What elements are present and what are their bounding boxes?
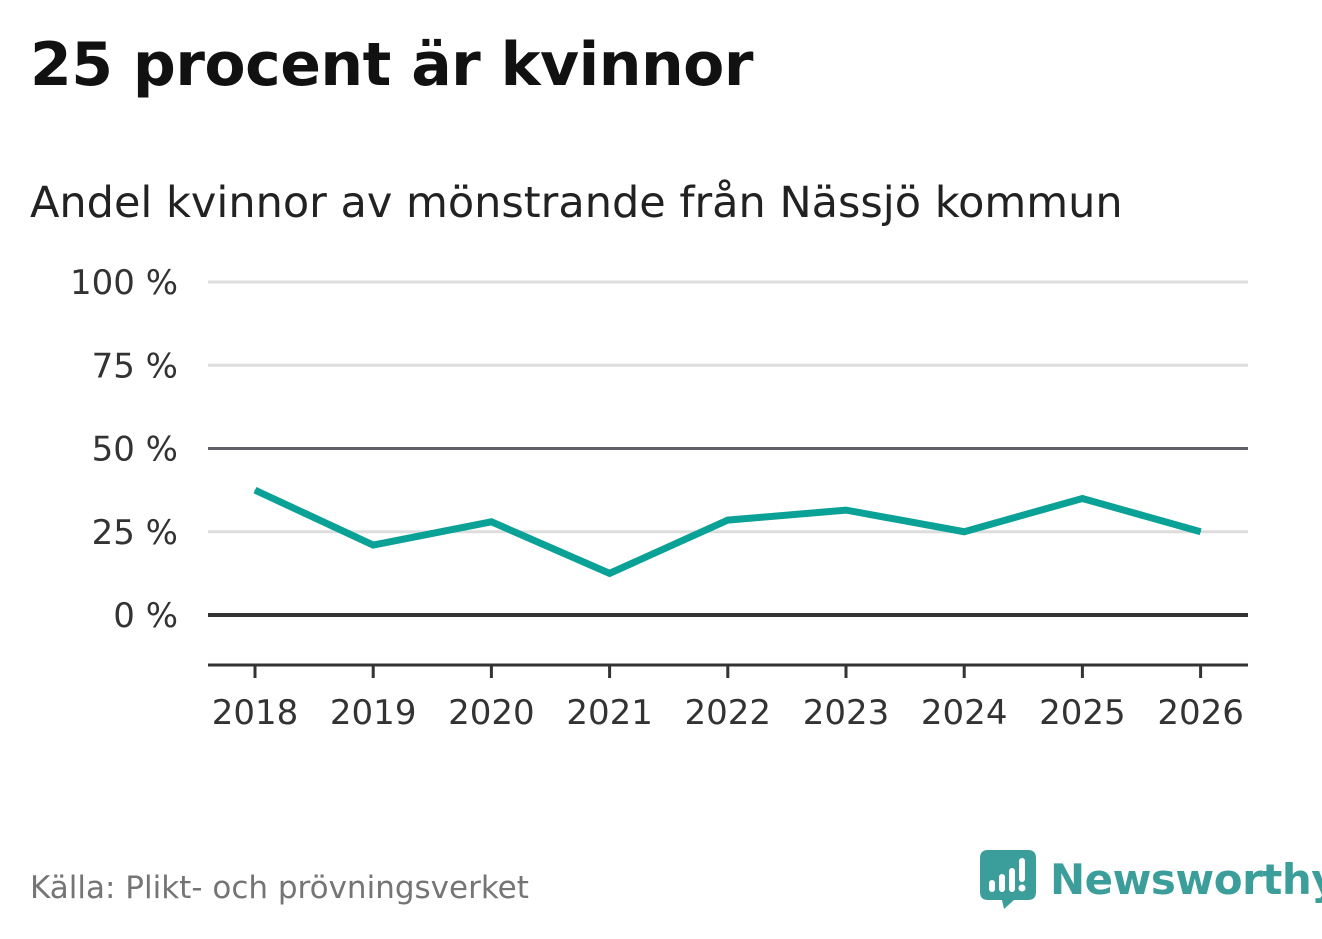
data-point-2018 [254, 489, 256, 491]
y-tick-label: 50 % [92, 430, 178, 470]
data-point-2020 [490, 521, 492, 523]
series-layer [253, 486, 1202, 578]
gridlines [208, 280, 1248, 617]
y-tick-label: 75 % [92, 346, 178, 386]
x-tick-label: 2018 [212, 693, 299, 733]
x-tick-label: 2026 [1157, 693, 1244, 733]
x-axis: 2018 2019 2020 2021 2022 2023 2024 2025 2026 [208, 663, 1248, 733]
x-tick-label: 2022 [685, 693, 772, 733]
data-point-2019 [372, 544, 374, 546]
data-point-2025 [1081, 497, 1083, 499]
y-tick-label: 25 % [92, 513, 178, 553]
newsworthy-logo-icon [980, 850, 1036, 909]
data-point-2024 [963, 531, 965, 533]
data-point-2023 [845, 509, 847, 511]
source-note: Källa: Plikt- och prövningsverket [30, 870, 529, 906]
x-tick-label: 2020 [448, 693, 535, 733]
chart-title: 25 procent är kvinnor [30, 30, 753, 100]
data-point-2026 [1200, 531, 1202, 533]
x-tick-label: 2023 [803, 693, 890, 733]
brand-logo: Newsworthy [980, 848, 1322, 910]
y-tick-label: 100 % [70, 263, 178, 303]
y-tick-label: 0 % [113, 596, 178, 636]
data-point-2021 [609, 572, 611, 574]
x-tick-label: 2019 [330, 693, 417, 733]
chart-subtitle: Andel kvinnor av mönstrande från Nässjö … [30, 178, 1123, 228]
x-tick-label: 2021 [566, 693, 653, 733]
data-point-2022 [727, 519, 729, 521]
x-tick-label: 2025 [1039, 693, 1126, 733]
y-axis-tick-labels: 0 % 25 % 50 % 75 % 100 % [70, 263, 178, 636]
x-tick-label: 2024 [921, 693, 1008, 733]
brand-name: Newsworthy [1050, 854, 1322, 904]
